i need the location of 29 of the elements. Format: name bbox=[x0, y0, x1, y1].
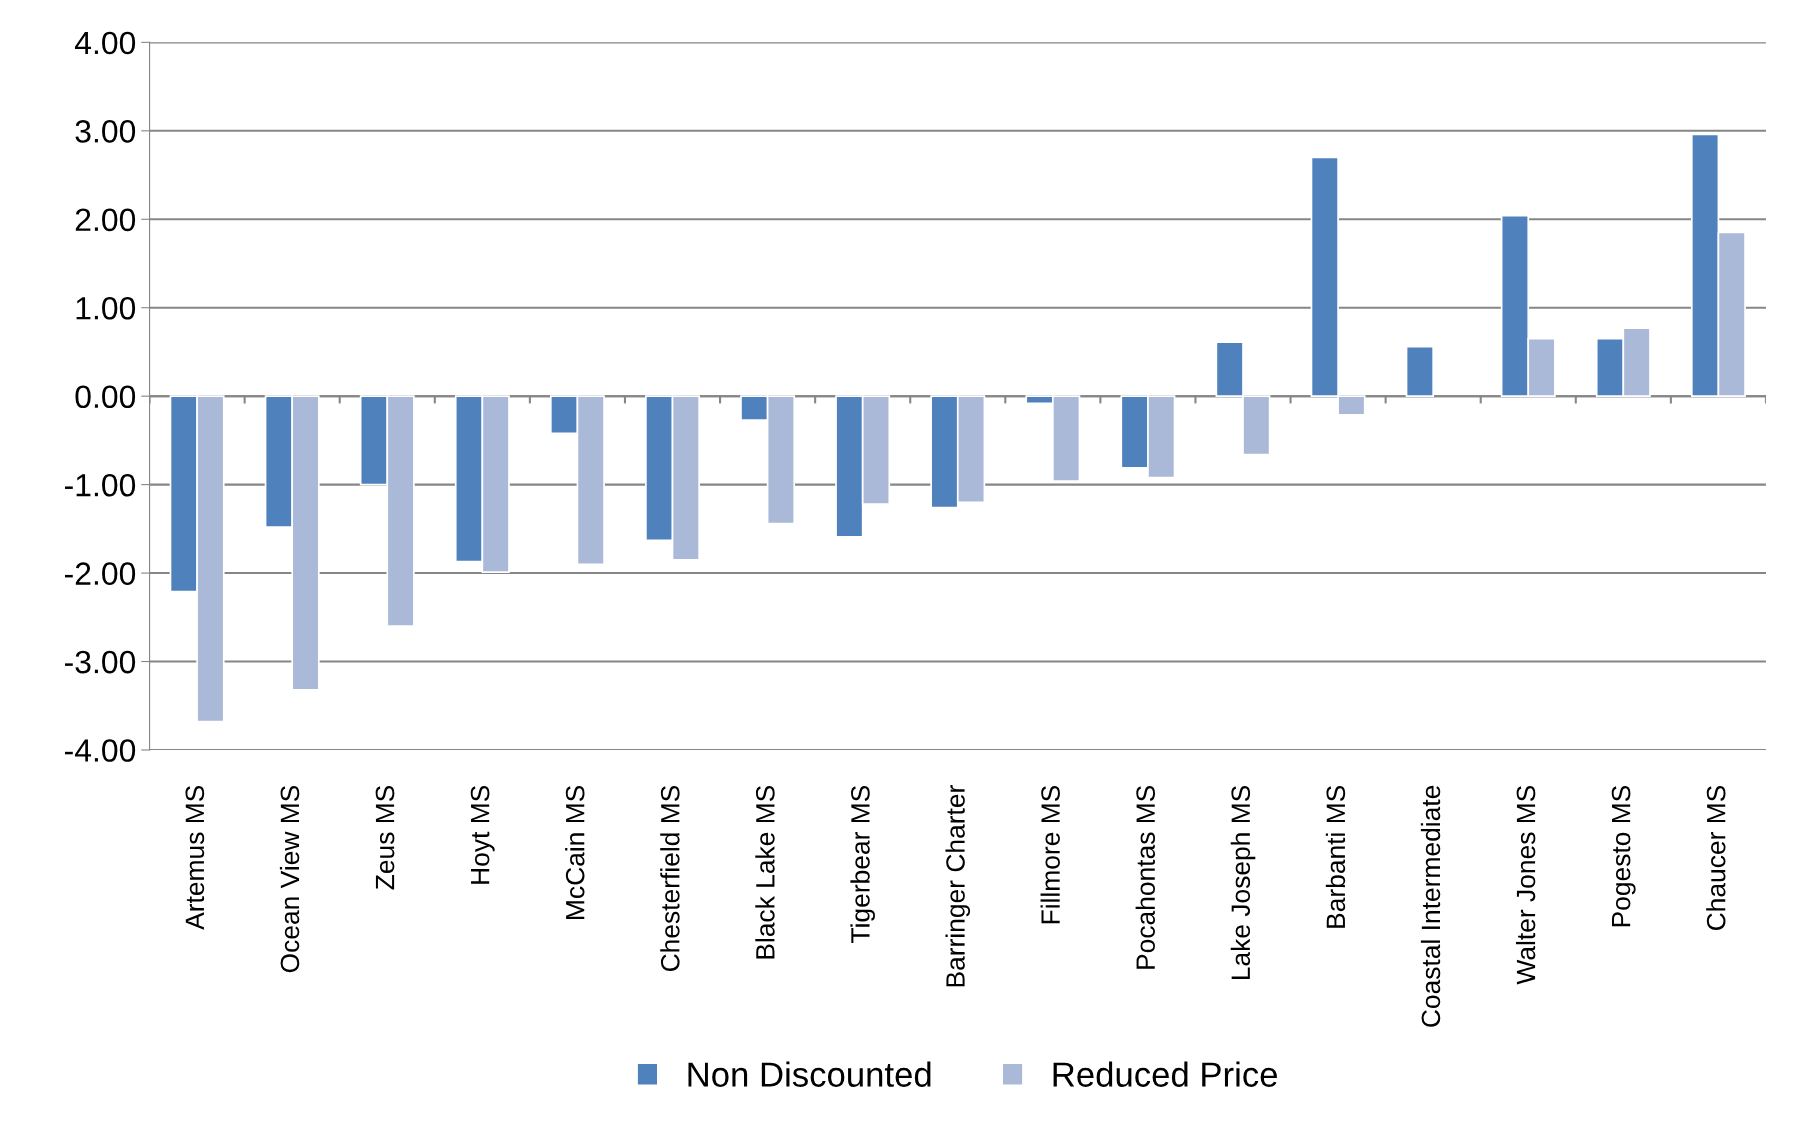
y-tick-label: 4.00 bbox=[74, 31, 136, 55]
x-tick-label: Barringer Charter bbox=[945, 785, 971, 987]
x-tick-label: Pocahontas MS bbox=[1135, 785, 1156, 969]
bar bbox=[1405, 345, 1435, 398]
x-tick-label: Walter Jones MS bbox=[1515, 785, 1536, 985]
x-tick-label: Black Lake MS bbox=[755, 785, 775, 959]
x-tick-label: Chesterfield MS bbox=[660, 785, 680, 972]
y-tick-label: -2.00 bbox=[64, 562, 136, 585]
x-tick-label: Zeus MS bbox=[375, 785, 395, 890]
x-tick-label: Barbanti MS bbox=[1325, 785, 1346, 928]
x-tick-label: Lake Joseph MS bbox=[1230, 785, 1256, 980]
y-tick-label: 3.00 bbox=[75, 120, 136, 143]
legend-label: Reduced Price bbox=[1053, 1061, 1277, 1087]
x-tick-label: McCain MS bbox=[565, 785, 585, 919]
x-tick-label: Chaucer MS bbox=[1706, 785, 1726, 931]
y-tick-label: 2.00 bbox=[75, 208, 136, 232]
y-tick-label: -4.00 bbox=[64, 739, 136, 762]
y-tick-label: 1.00 bbox=[76, 296, 136, 320]
x-tick-label: Coastal Intermediate bbox=[1420, 785, 1441, 1027]
y-tick-label: -1.00 bbox=[64, 473, 136, 497]
y-tick-label: -3.00 bbox=[64, 650, 136, 674]
x-tick-label: Pogesto MS bbox=[1611, 785, 1636, 927]
legend-label: Non Discounted bbox=[688, 1061, 931, 1087]
x-tick-label: Hoyt MS bbox=[470, 785, 495, 884]
x-tick-label: Artemus MS bbox=[185, 785, 205, 930]
x-tick-label: Fillmore MS bbox=[1040, 785, 1060, 924]
y-tick-label: 0.00 bbox=[75, 385, 136, 409]
x-tick-label: Ocean View MS bbox=[279, 785, 300, 973]
x-tick-label: Tigerbear MS bbox=[850, 785, 875, 943]
